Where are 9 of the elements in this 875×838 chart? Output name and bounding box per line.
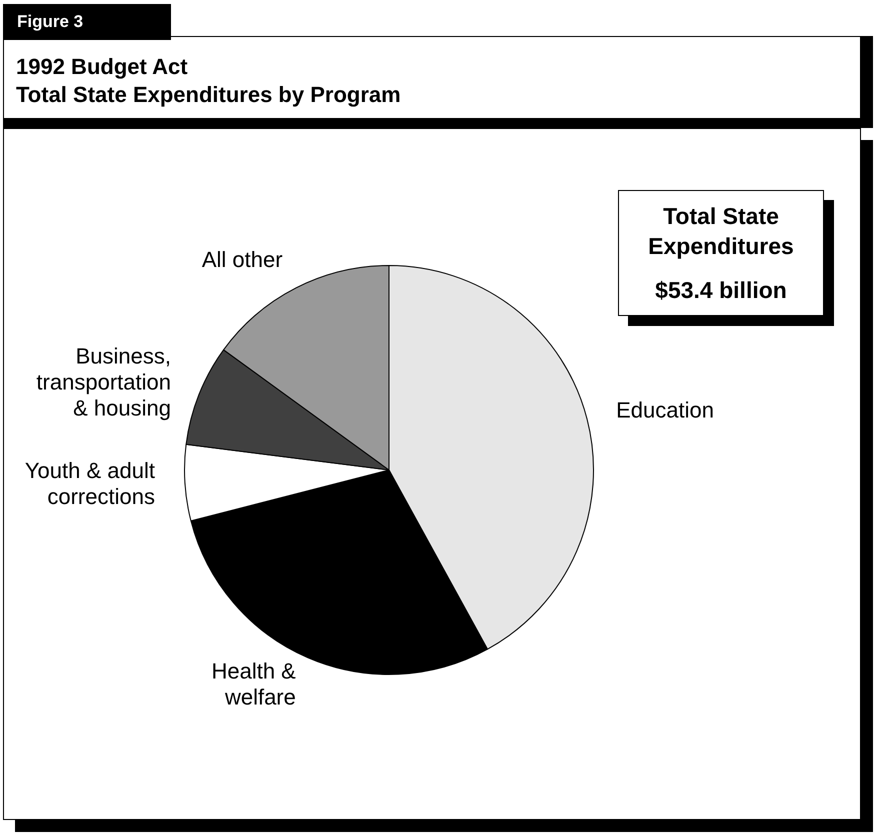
chart-title: 1992 Budget Act Total State Expenditures by Program (16, 53, 402, 109)
slice-label: Youth & adult corrections (24, 458, 155, 509)
chart-subtitle: Figure 3 (3, 4, 171, 40)
slice-label: Business, transportation & housing (36, 344, 171, 421)
text: $53.4 billion (654, 276, 788, 305)
slice-label: Education (616, 398, 714, 423)
slice-label: All other (202, 247, 283, 272)
slice-label: Health & welfare (211, 658, 296, 710)
text: Total State Expenditures (647, 202, 795, 261)
